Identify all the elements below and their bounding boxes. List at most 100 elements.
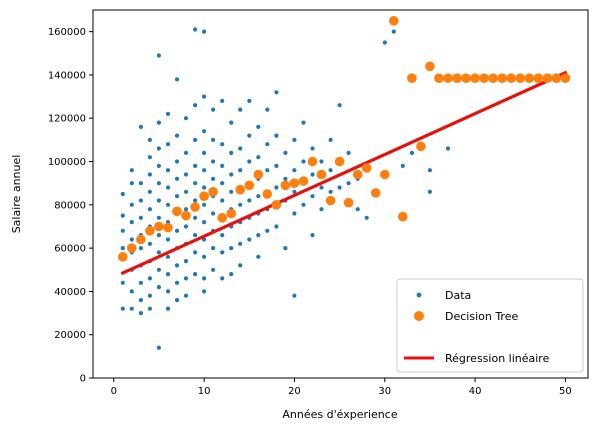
data-point [183, 293, 189, 298]
data-point [165, 254, 171, 259]
data-point [156, 163, 161, 168]
data-point [265, 168, 270, 173]
data-point [174, 194, 180, 199]
data-point [229, 272, 234, 277]
tree-point [217, 213, 227, 223]
x-axis-label: Années d'éxperience [282, 408, 397, 421]
data-point [274, 224, 279, 229]
data-point [265, 228, 270, 233]
tree-point [118, 251, 128, 262]
data-point [238, 107, 243, 112]
y-tick-label: 60000 [54, 244, 86, 255]
data-point [156, 267, 161, 272]
data-point [174, 176, 180, 181]
data-point [274, 90, 279, 95]
y-tick-label: 100000 [48, 157, 86, 168]
data-point [138, 215, 143, 220]
data-point [256, 155, 261, 160]
tree-point [199, 191, 209, 201]
tree-point [443, 73, 453, 83]
tree-point [515, 73, 526, 83]
x-tick-label: 20 [288, 386, 301, 397]
tree-point [479, 73, 489, 83]
tree-point [524, 73, 535, 83]
data-point [138, 280, 143, 285]
legend-label-tree: Decision Tree [445, 310, 518, 323]
y-tick-label: 160000 [48, 27, 86, 38]
tree-point [497, 73, 508, 83]
tree-point [235, 184, 245, 195]
data-point [256, 233, 261, 238]
plot-frame [92, 9, 589, 379]
data-point [120, 213, 125, 218]
data-point [156, 120, 161, 125]
data-point [211, 211, 216, 216]
data-point [147, 172, 152, 177]
tree-point [560, 73, 571, 83]
data-point [445, 146, 451, 151]
data-point [202, 276, 207, 281]
data-point [183, 276, 189, 281]
y-tick-label: 0 [80, 374, 86, 385]
legend-label-data: Data [445, 289, 471, 302]
data-point [409, 150, 414, 155]
data-point [319, 159, 324, 164]
tree-point [452, 73, 462, 83]
data-point [129, 289, 134, 294]
data-point [220, 233, 225, 238]
tree-point [316, 169, 327, 180]
legend-box [396, 278, 584, 373]
x-tick-label: 50 [559, 386, 572, 397]
data-point [355, 207, 360, 212]
data-point [229, 172, 234, 177]
tree-point [352, 169, 363, 180]
data-point [138, 198, 143, 203]
regression-line [120, 70, 568, 276]
data-point [220, 181, 225, 186]
data-point [183, 224, 189, 229]
data-point [310, 233, 315, 238]
tree-point [226, 208, 236, 219]
data-point [165, 306, 171, 311]
data-point [138, 181, 143, 186]
data-point [156, 285, 161, 290]
y-axis-label: Salaire annuel [10, 155, 23, 234]
data-point [193, 215, 198, 220]
data-point [165, 185, 171, 190]
tree-point [271, 200, 282, 210]
data-point [310, 172, 315, 177]
data-point [165, 202, 171, 207]
plot-marks [118, 15, 571, 350]
data-point [147, 241, 152, 246]
data-point [120, 280, 125, 285]
data-point [147, 207, 152, 212]
data-point [220, 198, 225, 203]
tree-point [325, 195, 336, 206]
legend: Data Decision Tree Régression linéaire [396, 278, 584, 373]
data-point [247, 198, 252, 203]
data-point [256, 194, 261, 199]
tree-point [289, 178, 300, 188]
data-point [120, 306, 125, 311]
data-point [156, 198, 161, 203]
data-point [202, 94, 207, 99]
data-point [120, 228, 125, 233]
tree-point [380, 169, 390, 180]
data-point [147, 137, 152, 142]
data-point [193, 27, 198, 32]
data-point [301, 120, 306, 125]
y-tick-label: 140000 [48, 70, 86, 81]
data-point [183, 189, 189, 194]
data-point [292, 293, 297, 298]
data-point [147, 306, 152, 311]
data-point [165, 237, 171, 242]
tree-point [389, 15, 399, 26]
data-point [238, 146, 243, 151]
data-point [229, 120, 234, 125]
data-point [202, 185, 207, 190]
x-axis-ticks: 0 10 20 30 40 50 [111, 378, 572, 397]
data-point [138, 298, 143, 303]
tree-point [298, 176, 309, 186]
tree-point [262, 189, 273, 199]
